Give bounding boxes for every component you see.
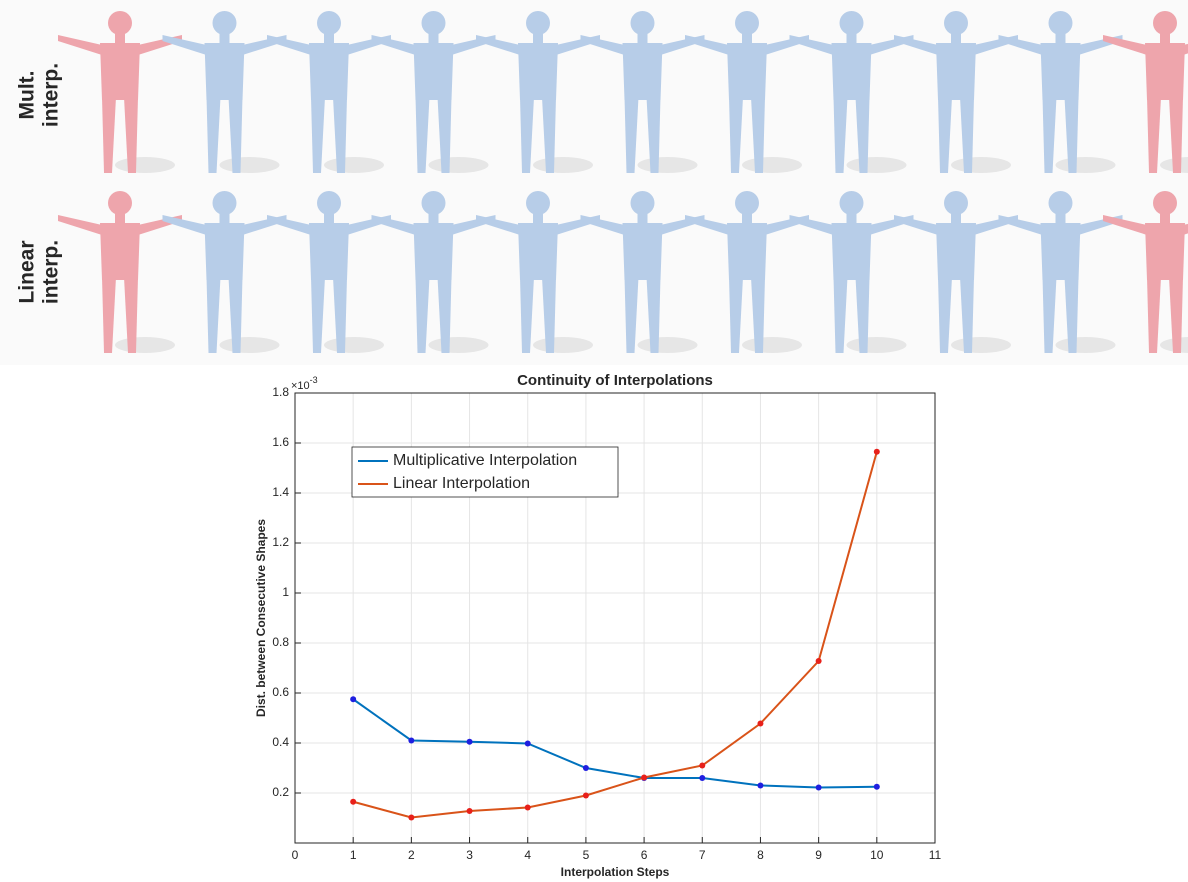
legend-label: Multiplicative Interpolation (393, 452, 577, 469)
page: Mult. interp. Linear interp. 0 1 2 3 4 5 6 7 8 9 1… (0, 0, 1188, 882)
shadow (742, 337, 802, 353)
x-tick-label: 4 (524, 848, 531, 862)
x-tick-label: 7 (699, 848, 706, 862)
shadow (324, 337, 384, 353)
shadow (324, 157, 384, 173)
data-point (874, 784, 880, 790)
shadow (638, 157, 698, 173)
row-label: interp. (40, 63, 63, 127)
legend-label: Linear Interpolation (393, 475, 530, 492)
x-tick-label: 11 (929, 848, 942, 862)
data-point (350, 799, 356, 805)
x-axis-label: Interpolation Steps (561, 865, 670, 879)
data-point (408, 738, 414, 744)
data-point (757, 721, 763, 727)
data-point (408, 815, 414, 821)
x-tick-label: 6 (641, 848, 648, 862)
shadow (951, 157, 1011, 173)
chart: 0 1 2 3 4 5 6 7 8 9 10 11 0.2 0.4 0.6 0.8 1 1.2 1.4 1.6 1.8×… (254, 372, 941, 879)
figure: Mult. interp. Linear interp. 0 1 2 3 4 5 6 7 8 9 1… (0, 0, 1188, 882)
data-point (467, 739, 473, 745)
x-tick-label: 2 (408, 848, 415, 862)
x-tick-label: 5 (583, 848, 590, 862)
y-axis-label: Dist. between Consecutive Shapes (254, 519, 268, 717)
y-tick-label: 0.6 (272, 685, 289, 699)
x-tick-label: 3 (466, 848, 473, 862)
data-point (641, 775, 647, 781)
y-tick-label: 0.4 (272, 735, 289, 749)
data-point (874, 449, 880, 455)
row-label: interp. (40, 240, 63, 304)
x-tick-label: 8 (757, 848, 764, 862)
shadow (742, 157, 802, 173)
shadow (220, 337, 280, 353)
data-point (757, 783, 763, 789)
x-tick-label: 9 (815, 848, 822, 862)
chart-title: Continuity of Interpolations (517, 372, 713, 389)
shadow (429, 337, 489, 353)
y-multiplier: ×10-3 (291, 375, 318, 392)
shadow (847, 157, 907, 173)
row-label: Linear (16, 240, 39, 303)
image-panel (0, 0, 1188, 365)
shadow (1056, 337, 1116, 353)
data-point (699, 775, 705, 781)
y-tick-label: 1 (282, 585, 289, 599)
y-tick-label: 0.8 (272, 635, 289, 649)
shadow (847, 337, 907, 353)
data-point (525, 741, 531, 747)
shadow (533, 157, 593, 173)
y-tick-label: 1.4 (272, 485, 289, 499)
data-point (583, 793, 589, 799)
x-tick-label: 1 (350, 848, 357, 862)
shadow (220, 157, 280, 173)
shadow (638, 337, 698, 353)
data-point (350, 696, 356, 702)
data-point (583, 765, 589, 771)
shadow (951, 337, 1011, 353)
shadow (533, 337, 593, 353)
data-point (816, 658, 822, 664)
row-label: Mult. (16, 71, 39, 120)
data-point (467, 808, 473, 814)
data-point (525, 805, 531, 811)
data-point (816, 785, 822, 791)
shadow (115, 337, 175, 353)
shadow (1056, 157, 1116, 173)
x-tick-label: 10 (870, 848, 884, 862)
data-point (699, 763, 705, 769)
shadow (115, 157, 175, 173)
y-tick-label: 1.8 (272, 385, 289, 399)
y-tick-label: 1.6 (272, 435, 289, 449)
y-tick-label: 1.2 (272, 535, 289, 549)
y-tick-label: 0.2 (272, 785, 289, 799)
shadow (429, 157, 489, 173)
x-tick-label: 0 (292, 848, 299, 862)
